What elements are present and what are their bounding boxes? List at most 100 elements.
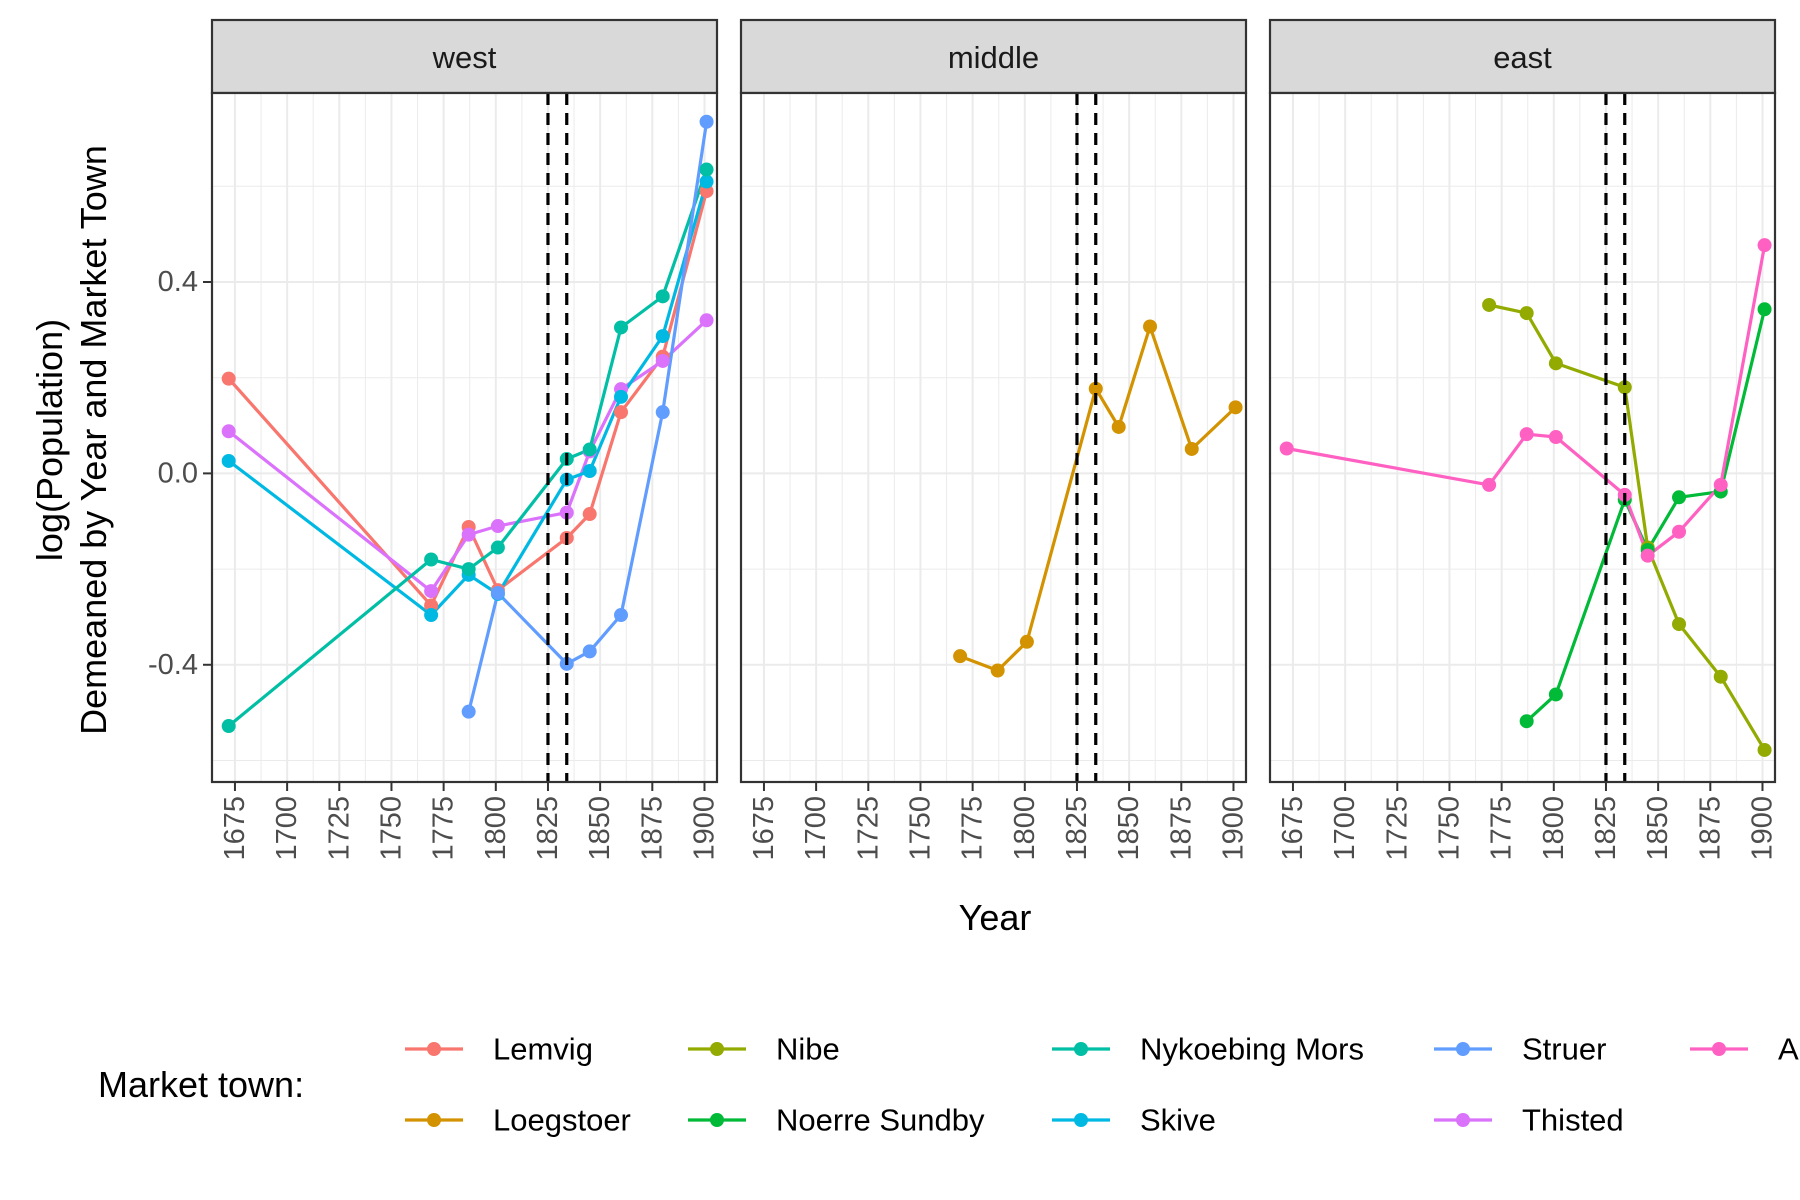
data-point-nibe — [1519, 306, 1534, 321]
x-tick-label: 1675 — [748, 796, 780, 861]
x-tick-label: 1850 — [1113, 796, 1145, 861]
panel-border-east — [1268, 91, 1777, 784]
data-point-struer — [699, 114, 714, 129]
data-point-aalborg — [1757, 238, 1772, 253]
data-point-lemvig — [614, 405, 629, 420]
data-point-noerre-sundby — [1548, 687, 1563, 702]
legend-label-nibe: Nibe — [776, 1032, 840, 1067]
x-tick-label: 1725 — [1381, 796, 1413, 861]
data-point-thisted — [461, 527, 476, 542]
legend-label-aalborg: Aalborg — [1778, 1032, 1800, 1067]
x-tick-label: 1800 — [1538, 796, 1570, 861]
data-point-loegstoer — [1143, 319, 1158, 334]
data-point-loegstoer — [1088, 381, 1103, 396]
data-point-struer — [655, 405, 670, 420]
data-point-nibe — [1672, 617, 1687, 632]
panel-bg-west — [212, 93, 717, 782]
data-point-noerre-sundby — [1519, 714, 1534, 729]
x-tick-label: 1825 — [1061, 796, 1093, 861]
data-point-lemvig — [582, 507, 597, 522]
panel-middle: middle 1675 1700 1725 1750 1775 1800 1825 1850 18… — [739, 18, 1250, 861]
strip-label-west: west — [432, 40, 497, 75]
data-point-thisted — [424, 584, 439, 599]
x-tick-label: 1800 — [480, 796, 512, 861]
x-tick-label: 1675 — [219, 796, 251, 861]
panels-layer: west 1675 1700 1725 1750 1775 1800 1825 1850 1875… — [148, 18, 1779, 861]
legend-label-nykoebing-mors: Nykoebing Mors — [1140, 1032, 1364, 1067]
legend-label-skive: Skive — [1140, 1103, 1216, 1138]
x-tick-label: 1900 — [1218, 796, 1250, 861]
x-tick-label: 1850 — [1642, 796, 1674, 861]
legend-title: Market town: — [98, 1064, 304, 1105]
data-point-nykoebing-mors — [655, 289, 670, 304]
data-point-thisted — [699, 313, 714, 328]
x-tick-label: 1800 — [1009, 796, 1041, 861]
data-point-skive — [699, 174, 714, 189]
series-line-nibe — [1488, 303, 1766, 751]
strip-east — [1268, 18, 1777, 95]
legend-label-lemvig: Lemvig — [493, 1032, 593, 1067]
data-point-aalborg — [1548, 430, 1563, 445]
data-point-noerre-sundby — [1757, 302, 1772, 317]
data-point-thisted — [655, 353, 670, 368]
x-tick-label: 1900 — [1747, 796, 1779, 861]
x-tick-label: 1675 — [1277, 796, 1309, 861]
data-point-lemvig — [424, 598, 439, 613]
data-point-loegstoer — [1228, 400, 1243, 415]
legend-key-point-lemvig — [427, 1042, 441, 1056]
data-point-aalborg — [1640, 548, 1655, 563]
data-point-loegstoer — [990, 663, 1005, 678]
y-tick-label: -0.4 — [148, 649, 198, 681]
x-tick-label: 1775 — [957, 796, 989, 861]
data-point-nykoebing-mors — [490, 540, 505, 555]
legend-label-noerre-sundby: Noerre Sundby — [776, 1103, 985, 1138]
legend-key-point-noerre-sundby — [710, 1113, 724, 1127]
legend-label-loegstoer: Loegstoer — [493, 1103, 631, 1138]
x-tick-label: 1750 — [376, 796, 408, 861]
data-point-struer — [461, 704, 476, 719]
data-point-loegstoer — [1111, 419, 1126, 434]
data-point-skive — [424, 608, 439, 623]
x-tick-label: 1775 — [1486, 796, 1518, 861]
y-tick-label: 0.0 — [158, 457, 198, 489]
data-point-noerre-sundby — [1672, 490, 1687, 505]
data-point-skive — [221, 453, 236, 468]
panel-border-middle — [739, 91, 1248, 784]
x-tick-label: 1875 — [1165, 796, 1197, 861]
legend-key-point-skive — [1074, 1113, 1088, 1127]
data-point-aalborg — [1672, 524, 1687, 539]
y-axis-title-line-1: log(Population) — [29, 319, 70, 561]
data-point-aalborg — [1519, 427, 1534, 442]
data-point-loegstoer — [953, 649, 968, 664]
data-point-nykoebing-mors — [699, 162, 714, 177]
x-tick-label: 1850 — [584, 796, 616, 861]
x-tick-label: 1775 — [428, 796, 460, 861]
x-tick-label: 1750 — [905, 796, 937, 861]
x-tick-label: 1725 — [852, 796, 884, 861]
data-point-loegstoer — [1184, 441, 1199, 456]
data-point-nibe — [1757, 742, 1772, 757]
data-point-thisted — [221, 424, 236, 439]
data-point-aalborg — [1279, 441, 1294, 456]
data-point-nykoebing-mors — [461, 562, 476, 577]
data-point-struer — [582, 644, 597, 659]
x-tick-label: 1700 — [800, 796, 832, 861]
strip-middle — [739, 18, 1248, 95]
data-point-nibe — [1713, 669, 1728, 684]
legend-key-point-nykoebing-mors — [1074, 1042, 1088, 1056]
x-tick-label: 1700 — [271, 796, 303, 861]
data-point-thisted — [490, 519, 505, 534]
strip-label-east: east — [1493, 40, 1552, 75]
legend-key-point-nibe — [710, 1042, 724, 1056]
x-tick-label: 1750 — [1434, 796, 1466, 861]
data-point-nykoebing-mors — [582, 442, 597, 457]
x-tick-label: 1825 — [1590, 796, 1622, 861]
legend-key-point-aalborg — [1712, 1042, 1726, 1056]
data-point-nibe — [1482, 297, 1497, 312]
data-point-nibe — [1617, 380, 1632, 395]
data-point-struer — [614, 608, 629, 623]
strip-label-middle: middle — [948, 40, 1039, 75]
data-point-loegstoer — [1019, 634, 1034, 649]
data-point-thisted — [559, 505, 574, 520]
